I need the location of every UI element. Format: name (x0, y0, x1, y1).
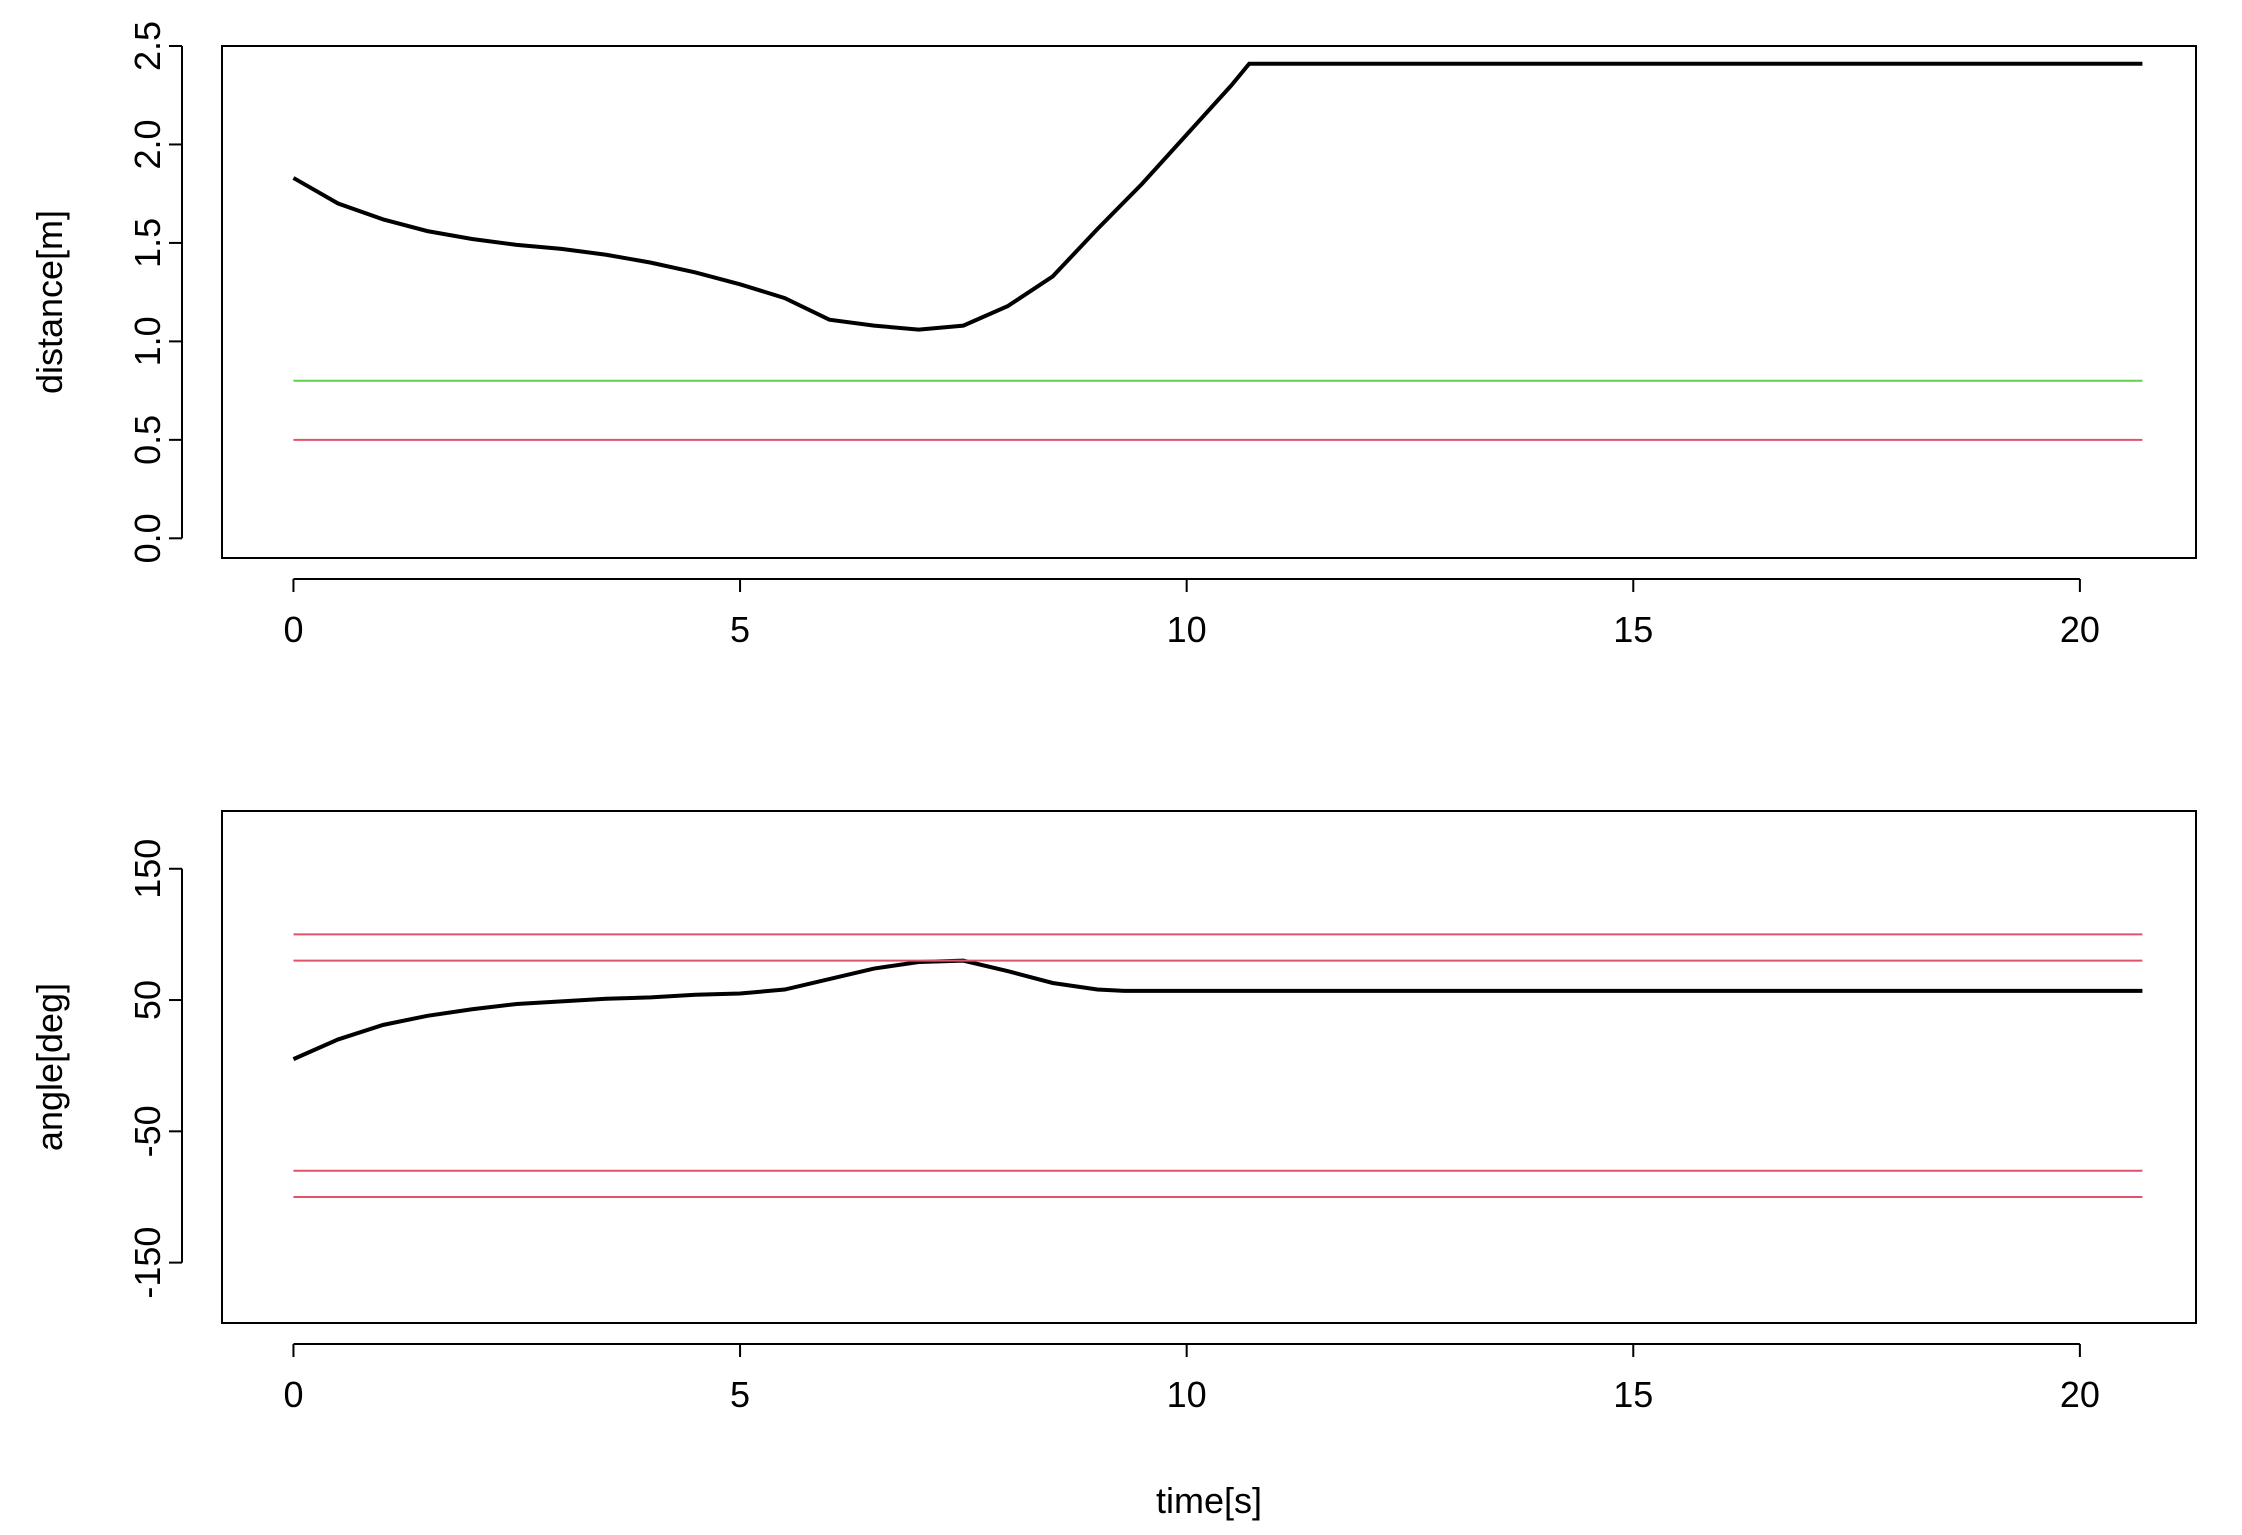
plot-frame (221, 810, 2197, 1324)
y-tick-label: 0.0 (127, 513, 168, 563)
y-tick-label: -50 (127, 1105, 168, 1157)
series-line (292, 958, 2143, 1061)
y-tick-label: 1.5 (127, 218, 168, 268)
x-tick-label: 5 (730, 609, 750, 650)
y-tick-label: 50 (127, 980, 168, 1020)
x-tick-label: 0 (283, 1374, 303, 1415)
x-tick-label: 15 (1613, 609, 1653, 650)
x-tick-label: 10 (1167, 1374, 1207, 1415)
y-axis-title: angle[deg] (29, 983, 70, 1151)
x-tick-label: 5 (730, 1374, 750, 1415)
x-tick-label: 15 (1613, 1374, 1653, 1415)
x-tick-label: 10 (1167, 609, 1207, 650)
y-tick-label: 0.5 (127, 415, 168, 465)
y-tick-label: 1.0 (127, 316, 168, 366)
x-tick-label: 20 (2060, 1374, 2100, 1415)
y-axis-title: distance[m] (29, 210, 70, 394)
series-line (292, 61, 2143, 332)
x-tick-label: 0 (283, 609, 303, 650)
y-tick-label: 2.5 (127, 21, 168, 71)
x-tick-label: 20 (2060, 609, 2100, 650)
x-axis-title: time[s] (1156, 1480, 1262, 1521)
y-tick-label: 2.0 (127, 119, 168, 169)
y-tick-label: 150 (127, 839, 168, 899)
plot-frame (221, 45, 2197, 559)
y-tick-label: -150 (127, 1227, 168, 1299)
